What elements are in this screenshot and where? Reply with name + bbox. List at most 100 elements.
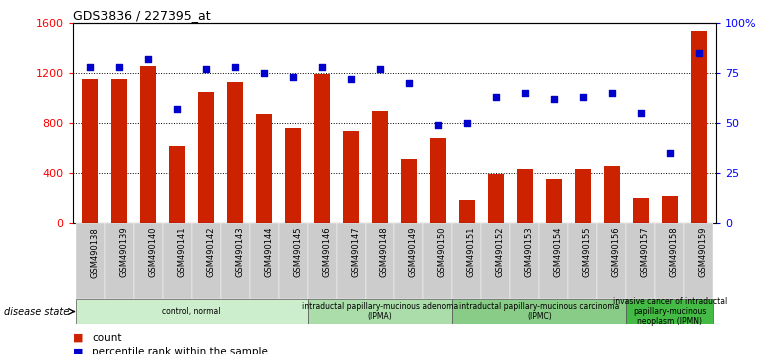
Text: GSM490138: GSM490138 <box>90 227 99 278</box>
Text: intraductal papillary-mucinous carcinoma
(IPMC): intraductal papillary-mucinous carcinoma… <box>460 302 620 321</box>
Point <box>113 64 126 70</box>
Bar <box>285 128 301 223</box>
Point <box>229 64 241 70</box>
Bar <box>539 223 568 299</box>
Bar <box>394 223 424 299</box>
Bar <box>691 30 707 223</box>
Text: ■: ■ <box>73 347 83 354</box>
Text: GSM490145: GSM490145 <box>293 227 302 277</box>
Text: GSM490150: GSM490150 <box>438 227 447 277</box>
Text: GSM490143: GSM490143 <box>235 227 244 278</box>
Text: GSM490148: GSM490148 <box>380 227 389 278</box>
Text: GSM490141: GSM490141 <box>177 227 186 277</box>
Bar <box>627 299 713 324</box>
Point <box>403 80 415 86</box>
Bar <box>453 299 627 324</box>
Bar <box>633 198 649 223</box>
Point <box>461 120 473 126</box>
Point <box>316 64 328 70</box>
Bar <box>105 223 133 299</box>
Bar <box>365 223 394 299</box>
Point <box>519 90 531 96</box>
Text: GSM490151: GSM490151 <box>467 227 476 277</box>
Bar <box>250 223 279 299</box>
Text: GSM490144: GSM490144 <box>264 227 273 277</box>
Text: GDS3836 / 227395_at: GDS3836 / 227395_at <box>73 9 211 22</box>
Text: GSM490155: GSM490155 <box>583 227 592 277</box>
Bar <box>256 114 272 223</box>
Bar <box>76 223 105 299</box>
Bar <box>133 223 162 299</box>
Bar <box>597 223 627 299</box>
Point <box>258 70 270 76</box>
Point <box>606 90 618 96</box>
Point <box>548 96 560 102</box>
Bar <box>430 138 446 223</box>
Bar <box>510 223 539 299</box>
Text: GSM490146: GSM490146 <box>322 227 331 278</box>
Text: GSM490154: GSM490154 <box>554 227 563 277</box>
Point <box>577 94 589 100</box>
Point <box>489 94 502 100</box>
Bar <box>307 223 336 299</box>
Point <box>171 106 183 112</box>
Text: GSM490140: GSM490140 <box>148 227 157 277</box>
Bar <box>627 223 656 299</box>
Point <box>287 74 300 80</box>
Text: GSM490158: GSM490158 <box>669 227 679 278</box>
Text: disease state: disease state <box>4 307 69 316</box>
Bar <box>82 79 98 223</box>
Bar <box>517 169 533 223</box>
Text: GSM490157: GSM490157 <box>641 227 650 278</box>
Bar <box>401 159 417 223</box>
Bar <box>424 223 453 299</box>
Text: invasive cancer of intraductal
papillary-mucinous
neoplasm (IPMN): invasive cancer of intraductal papillary… <box>613 297 727 326</box>
Bar <box>488 174 504 223</box>
Bar <box>568 223 597 299</box>
Bar <box>192 223 221 299</box>
Text: GSM490153: GSM490153 <box>525 227 534 278</box>
Bar <box>111 79 127 223</box>
Point <box>635 110 647 116</box>
Bar <box>198 92 214 223</box>
Point <box>432 122 444 128</box>
Bar <box>140 65 156 223</box>
Point <box>692 50 705 56</box>
Point <box>84 64 97 70</box>
Text: count: count <box>92 333 122 343</box>
Text: percentile rank within the sample: percentile rank within the sample <box>92 347 268 354</box>
Text: ■: ■ <box>73 333 83 343</box>
Text: GSM490149: GSM490149 <box>409 227 418 277</box>
Bar <box>604 166 620 223</box>
Bar <box>336 223 365 299</box>
Bar <box>453 223 482 299</box>
Text: GSM490159: GSM490159 <box>699 227 708 277</box>
Bar <box>314 74 330 223</box>
Text: GSM490142: GSM490142 <box>206 227 215 277</box>
Bar <box>279 223 307 299</box>
Point <box>374 66 386 72</box>
Point <box>345 76 357 82</box>
Bar <box>169 145 185 223</box>
Bar <box>162 223 192 299</box>
Bar <box>575 169 591 223</box>
Text: GSM490156: GSM490156 <box>612 227 621 278</box>
Point <box>200 66 212 72</box>
Bar <box>546 179 562 223</box>
Bar <box>372 110 388 223</box>
Bar <box>459 200 475 223</box>
Text: GSM490152: GSM490152 <box>496 227 505 277</box>
Text: GSM490139: GSM490139 <box>119 227 128 278</box>
Bar <box>307 299 453 324</box>
Bar <box>482 223 510 299</box>
Text: intraductal papillary-mucinous adenoma
(IPMA): intraductal papillary-mucinous adenoma (… <box>302 302 458 321</box>
Point <box>663 150 676 156</box>
Point <box>142 56 154 62</box>
Text: GSM490147: GSM490147 <box>351 227 360 278</box>
Bar <box>76 299 307 324</box>
Bar <box>227 82 243 223</box>
Bar <box>684 223 713 299</box>
Bar <box>221 223 250 299</box>
Bar <box>656 223 684 299</box>
Bar <box>662 196 678 223</box>
